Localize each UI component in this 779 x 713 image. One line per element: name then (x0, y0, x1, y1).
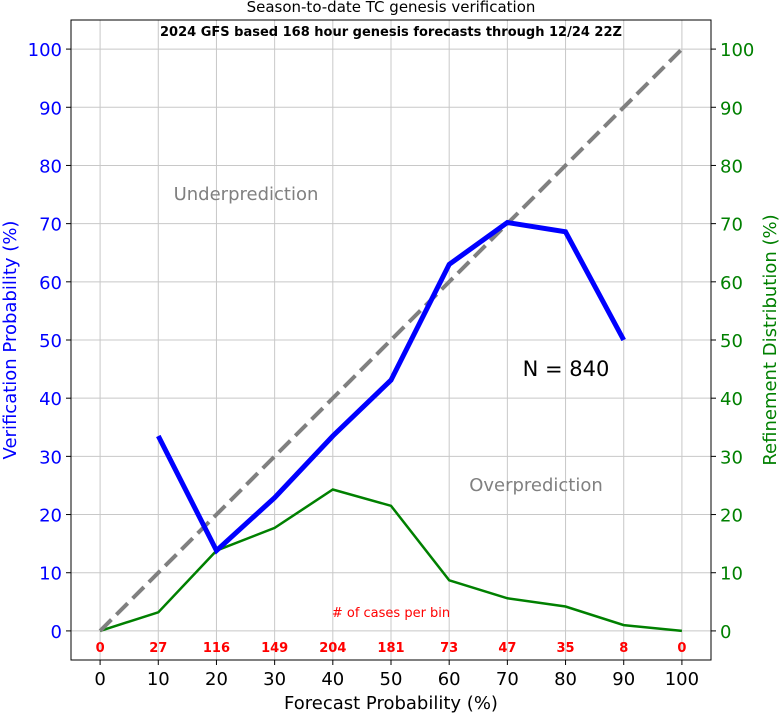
overprediction-label: Overprediction (469, 475, 603, 496)
y-tick-label-left: 70 (39, 215, 62, 236)
x-tick-label: 10 (147, 669, 170, 690)
case-count: 204 (319, 641, 346, 656)
x-tick-label: 0 (94, 669, 105, 690)
x-tick-label: 90 (612, 669, 635, 690)
x-tick-label: 30 (263, 669, 286, 690)
x-tick-label: 50 (380, 669, 403, 690)
y-tick-label-right: 70 (720, 215, 743, 236)
x-axis-label: Forecast Probability (%) (284, 693, 498, 713)
grid-lines (71, 20, 711, 660)
y-tick-label-left: 20 (39, 506, 62, 527)
case-count: 0 (677, 641, 686, 656)
y-tick-label-right: 10 (720, 564, 743, 585)
verification-line (156, 219, 626, 555)
y-axis-label-right: Refinement Distribution (%) (760, 214, 779, 465)
y-tick-label-right: 90 (720, 98, 743, 119)
y-tick-label-left: 30 (39, 447, 62, 468)
y-tick-label-left: 50 (39, 331, 62, 352)
y-tick-label-left: 10 (39, 564, 62, 585)
y-tick-label-right: 40 (720, 389, 743, 410)
y-tick-label-right: 50 (720, 331, 743, 352)
case-count: 181 (377, 641, 404, 656)
y-tick-label-left: 100 (28, 40, 62, 61)
x-tick-label: 40 (321, 669, 344, 690)
series-layer (98, 47, 684, 633)
y-tick-label-left: 0 (51, 622, 62, 643)
x-tick-label: 70 (496, 669, 519, 690)
y-tick-label-right: 20 (720, 506, 743, 527)
case-count: 149 (261, 641, 288, 656)
case-count: 0 (96, 641, 105, 656)
case-count: 27 (149, 641, 167, 656)
case-count: 47 (498, 641, 516, 656)
case-count: 73 (440, 641, 458, 656)
x-tick-label: 100 (665, 669, 699, 690)
refinement-line (99, 488, 683, 633)
x-tick-label: 60 (438, 669, 461, 690)
chart-subtitle: 2024 GFS based 168 hour genesis forecast… (160, 25, 622, 40)
y-tick-label-right: 0 (720, 622, 731, 643)
y-tick-label-left: 90 (39, 98, 62, 119)
underprediction-label: Underprediction (174, 184, 319, 205)
case-counts: 0 27 116 149 204 181 73 47 35 8 0 (96, 641, 687, 656)
x-tick-label: 80 (554, 669, 577, 690)
n-label: N = 840 (523, 357, 610, 381)
cases-per-bin-label: # of cases per bin (332, 606, 450, 621)
case-count: 116 (203, 641, 230, 656)
chart-title: Season-to-date TC genesis verification (247, 0, 536, 16)
y-axis-label-left: Verification Probability (%) (0, 221, 21, 460)
case-count: 8 (619, 641, 628, 656)
y-tick-label-left: 40 (39, 389, 62, 410)
case-count: 35 (556, 641, 574, 656)
y-tick-label-right: 80 (720, 156, 743, 177)
y-tick-label-right: 30 (720, 447, 743, 468)
y-tick-label-right: 100 (720, 40, 754, 61)
y-tick-label-left: 60 (39, 273, 62, 294)
y-tick-label-left: 80 (39, 156, 62, 177)
x-tick-label: 20 (205, 669, 228, 690)
y-tick-label-right: 60 (720, 273, 743, 294)
